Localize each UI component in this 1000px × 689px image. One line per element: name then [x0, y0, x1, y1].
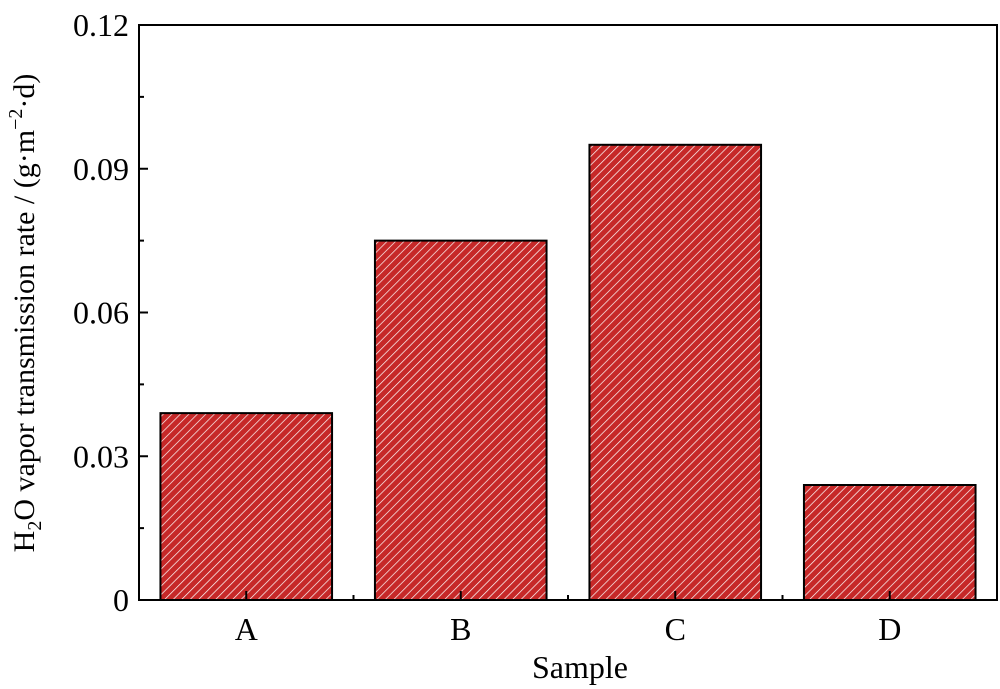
- y-axis-title: H2O vapor transmission rate / (g·m−2·d): [5, 74, 46, 553]
- plot-frame: [138, 24, 998, 601]
- bar-b: [373, 239, 548, 601]
- y-tick-label: 0.12: [73, 7, 129, 43]
- y-title-middle: O vapor transmission rate / (g·m: [8, 130, 41, 521]
- x-axis: A B C D: [235, 591, 901, 647]
- y-tick-label: 0.03: [73, 438, 129, 474]
- y-tick-label: 0.09: [73, 151, 129, 187]
- y-title-superscript: −2: [5, 109, 27, 130]
- bar-a: [159, 412, 334, 601]
- bar-c: [588, 143, 763, 602]
- y-axis: 0 0.03 0.06 0.09 0.12: [73, 7, 148, 618]
- x-axis-title: Sample: [532, 649, 628, 685]
- y-title-suffix: ·d): [8, 74, 41, 109]
- x-tick-label: D: [878, 611, 901, 647]
- bar-d: [802, 484, 977, 601]
- y-title-prefix: H: [8, 531, 41, 553]
- y-tick-label: 0.06: [73, 295, 129, 331]
- x-tick-label: B: [450, 611, 471, 647]
- y-title-subscript: 2: [24, 521, 46, 531]
- y-tick-label: 0: [113, 582, 129, 618]
- x-tick-label: C: [665, 611, 686, 647]
- x-tick-label: A: [235, 611, 258, 647]
- bars-group: [159, 143, 977, 602]
